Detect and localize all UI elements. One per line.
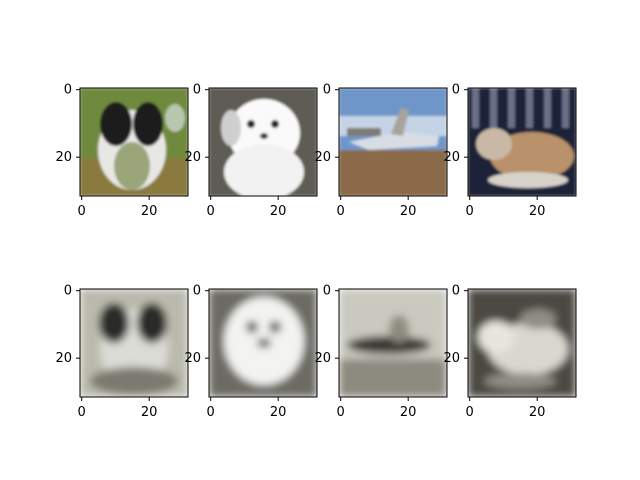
y-tick-label: 20 [314, 351, 331, 366]
y-tick-label: 0 [323, 83, 331, 98]
x-tick-label: 0 [337, 405, 345, 420]
y-tick-label: 0 [452, 284, 460, 299]
x-tick-label: 0 [207, 204, 215, 219]
x-tick-label: 20 [529, 405, 546, 420]
image-dog-1 [80, 88, 188, 196]
y-tick-label: 0 [452, 83, 460, 98]
y-tick-label: 20 [443, 150, 460, 165]
y-tick-label: 0 [193, 284, 201, 299]
y-tick-label: 20 [184, 150, 201, 165]
image-panel-dog-1-recon: 0 20 0 20 [55, 284, 188, 420]
image-panel-airplane: 0 20 0 20 [314, 83, 447, 219]
x-tick-label: 0 [466, 405, 474, 420]
y-tick-label: 0 [193, 83, 201, 98]
image-airplane-recon [339, 289, 447, 397]
image-cat-recon [468, 289, 576, 397]
y-tick-label: 20 [55, 351, 72, 366]
x-tick-label: 20 [270, 204, 287, 219]
image-panel-dog-2: 0 20 0 20 [184, 83, 317, 219]
y-tick-label: 20 [184, 351, 201, 366]
x-tick-label: 20 [141, 405, 158, 420]
image-panel-cat-recon: 0 20 0 20 [443, 284, 576, 420]
x-tick-label: 0 [207, 405, 215, 420]
x-tick-label: 20 [141, 204, 158, 219]
image-airplane [339, 88, 447, 196]
x-tick-label: 0 [78, 204, 86, 219]
image-panel-dog-2-recon: 0 20 0 20 [184, 284, 317, 420]
x-tick-label: 20 [270, 405, 287, 420]
y-tick-label: 20 [443, 351, 460, 366]
y-tick-label: 0 [64, 284, 72, 299]
image-panel-dog-1: 0 20 0 20 [55, 83, 188, 219]
x-tick-label: 20 [400, 405, 417, 420]
x-tick-label: 0 [337, 204, 345, 219]
image-panel-cat: 0 20 0 20 [443, 83, 576, 219]
image-dog-2-recon [209, 289, 317, 397]
image-panel-airplane-recon: 0 20 0 20 [314, 284, 447, 420]
y-tick-label: 0 [64, 83, 72, 98]
image-dog-2 [209, 88, 317, 200]
image-cat [468, 88, 576, 196]
x-tick-label: 20 [529, 204, 546, 219]
x-tick-label: 20 [400, 204, 417, 219]
x-tick-label: 0 [78, 405, 86, 420]
y-tick-label: 20 [314, 150, 331, 165]
x-tick-label: 0 [466, 204, 474, 219]
image-dog-1-recon [80, 289, 188, 397]
y-tick-label: 20 [55, 150, 72, 165]
y-tick-label: 0 [323, 284, 331, 299]
